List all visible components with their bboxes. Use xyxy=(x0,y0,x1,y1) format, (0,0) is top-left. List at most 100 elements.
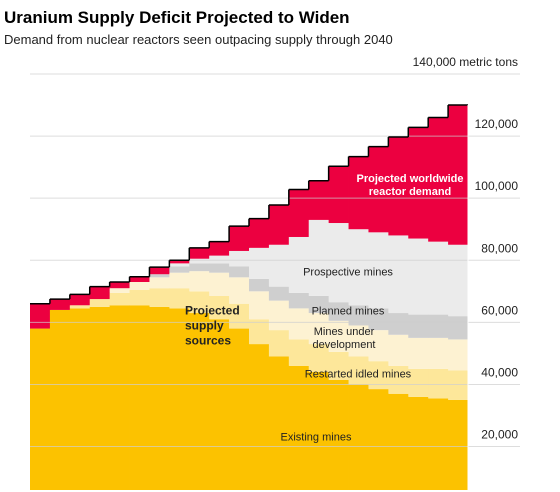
series-label: Existing mines xyxy=(280,431,352,444)
area-step xyxy=(209,263,230,273)
area-step xyxy=(268,330,290,357)
deficit-step xyxy=(169,260,190,264)
area-step xyxy=(249,344,270,490)
area-step xyxy=(288,339,310,366)
area-step xyxy=(408,337,429,369)
area-step xyxy=(388,365,409,394)
area-step xyxy=(288,236,310,293)
area-step xyxy=(268,300,290,331)
series-label: Projected worldwide reactor demand xyxy=(356,173,464,198)
series-label: Restarted idled mines xyxy=(304,368,412,381)
deficit-step xyxy=(189,247,210,259)
y-tick-label: 40,000 xyxy=(481,365,518,379)
area-step xyxy=(388,313,409,335)
deficit-step xyxy=(408,127,429,239)
area-step xyxy=(348,229,369,306)
area-step xyxy=(89,306,111,490)
area-step xyxy=(328,223,349,303)
area-step xyxy=(428,398,449,490)
area-step xyxy=(328,320,349,352)
deficit-step xyxy=(109,282,130,289)
area-step xyxy=(368,361,389,390)
chart-title: Uranium Supply Deficit Projected to Wide… xyxy=(4,8,350,27)
deficit-step xyxy=(229,226,250,251)
area-step xyxy=(288,292,310,309)
area-step xyxy=(368,232,389,309)
area-step xyxy=(408,396,429,490)
y-tick-label: 80,000 xyxy=(481,241,518,255)
area-step xyxy=(189,263,210,272)
deficit-step xyxy=(69,294,91,306)
deficit-step xyxy=(308,180,330,220)
area-step xyxy=(229,266,250,278)
area-step xyxy=(129,282,150,290)
deficit-step xyxy=(249,218,270,248)
area-step xyxy=(30,328,51,490)
y-tick-label: 140,000 metric tons xyxy=(413,55,518,69)
area-step xyxy=(149,306,170,490)
area-step xyxy=(189,258,210,264)
chart-subtitle: Demand from nuclear reactors seen outpac… xyxy=(4,32,393,47)
deficit-step xyxy=(368,146,389,233)
y-tick-label: 60,000 xyxy=(481,303,518,317)
area-step xyxy=(328,302,349,321)
area-step xyxy=(249,291,270,320)
area-step xyxy=(428,314,449,338)
area-step xyxy=(69,308,91,490)
area-step xyxy=(448,370,469,400)
area-step xyxy=(229,328,250,490)
area-step xyxy=(169,263,190,267)
area-step xyxy=(209,255,230,264)
area-step xyxy=(149,274,170,278)
area-step xyxy=(169,266,190,273)
area-step xyxy=(408,368,429,397)
area-step xyxy=(408,314,429,338)
deficit-step xyxy=(448,105,469,245)
area-step xyxy=(169,288,190,309)
area-step xyxy=(428,241,449,315)
deficit-step xyxy=(89,286,111,300)
deficit-step xyxy=(149,267,170,275)
area-step xyxy=(448,339,469,371)
area-step xyxy=(308,219,330,296)
y-tick-label: 100,000 xyxy=(475,179,519,193)
deficit-step xyxy=(129,276,150,282)
area-step xyxy=(388,235,409,314)
area-step xyxy=(249,319,270,345)
area-step xyxy=(388,393,409,490)
deficit-step xyxy=(348,156,369,230)
deficit-step xyxy=(209,241,230,256)
area-step xyxy=(348,384,369,490)
area-step xyxy=(249,278,270,292)
area-step xyxy=(368,330,389,362)
area-step xyxy=(388,334,409,366)
area-step xyxy=(249,247,270,279)
area-step xyxy=(368,308,389,331)
area-step xyxy=(109,292,130,306)
area-step xyxy=(169,272,190,289)
area-step xyxy=(149,288,170,307)
area-step xyxy=(89,299,111,307)
area-step xyxy=(229,250,250,267)
area-step xyxy=(348,356,369,385)
deficit-step xyxy=(268,205,290,245)
deficit-step xyxy=(328,166,349,224)
series-label: Prospective mines xyxy=(303,266,393,279)
area-step xyxy=(49,309,71,490)
area-step xyxy=(448,244,469,317)
area-step xyxy=(189,271,210,292)
deficit-step xyxy=(288,189,310,237)
area-step xyxy=(308,295,330,314)
y-tick-label: 120,000 xyxy=(475,117,519,131)
area-step xyxy=(109,305,130,490)
deficit-step xyxy=(388,137,409,236)
area-step xyxy=(209,272,230,296)
area-step xyxy=(288,365,310,490)
area-step xyxy=(69,305,91,309)
area-step xyxy=(308,372,330,490)
area-step xyxy=(189,291,210,314)
area-step xyxy=(189,313,210,490)
area-step xyxy=(229,277,250,304)
